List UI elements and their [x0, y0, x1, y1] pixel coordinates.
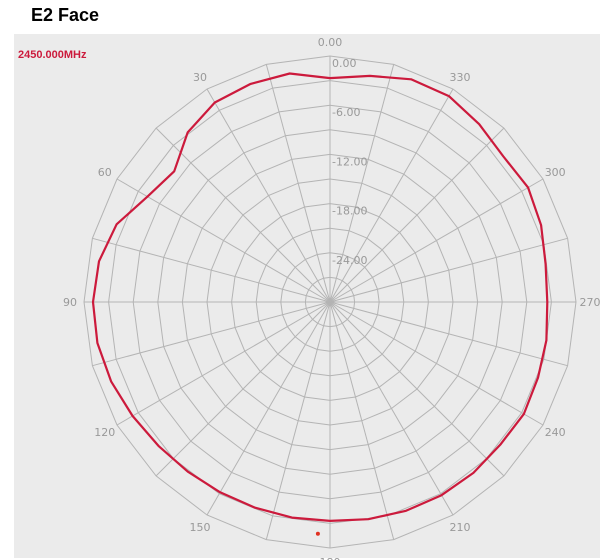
data-marker [315, 531, 320, 536]
angle-tick-label: 150 [190, 521, 211, 534]
angle-tick-label: 300 [545, 166, 566, 179]
angle-tick-label: 240 [545, 426, 566, 439]
frequency-label: 2450.000MHz [18, 49, 87, 61]
series-layer [91, 72, 549, 536]
angle-tick-labels: 0.00 30 60 90 120 150 180 210 240 270 300 330 [63, 36, 601, 560]
angle-tick-label: 90 [63, 296, 77, 309]
radial-tick-label: -18.00 [332, 205, 367, 218]
radial-gridline [206, 178, 454, 426]
series-line [91, 72, 549, 523]
radial-gridline [231, 203, 429, 401]
radial-gridline [255, 227, 405, 377]
angle-tick-label: 180 [320, 556, 341, 560]
radial-tick-label: -12.00 [332, 155, 367, 168]
radial-gridline [83, 55, 577, 549]
radial-tick-label: -24.00 [332, 254, 367, 267]
angle-tick-label: 60 [98, 166, 112, 179]
radial-tick-label: 0.00 [332, 57, 357, 70]
radial-tick-label: -6.00 [332, 106, 360, 119]
radial-gridline [280, 252, 380, 352]
radial-gridline [157, 129, 503, 475]
radial-gridline [108, 80, 552, 524]
angle-tick-label: 30 [193, 71, 207, 84]
radial-gridline [181, 153, 479, 451]
polar-grid [83, 55, 577, 549]
angle-tick-label: 120 [94, 426, 115, 439]
angle-tick-label: 0.00 [318, 36, 343, 49]
angle-tick-label: 210 [450, 521, 471, 534]
radial-gridline [132, 104, 528, 500]
radial-tick-labels: 0.00 -6.00 -12.00 -18.00 -24.00 [332, 57, 367, 267]
chart-title: E2 Face [31, 5, 100, 25]
radial-gridline [304, 276, 356, 328]
angle-tick-label: 270 [580, 296, 601, 309]
angle-tick-label: 330 [450, 71, 471, 84]
